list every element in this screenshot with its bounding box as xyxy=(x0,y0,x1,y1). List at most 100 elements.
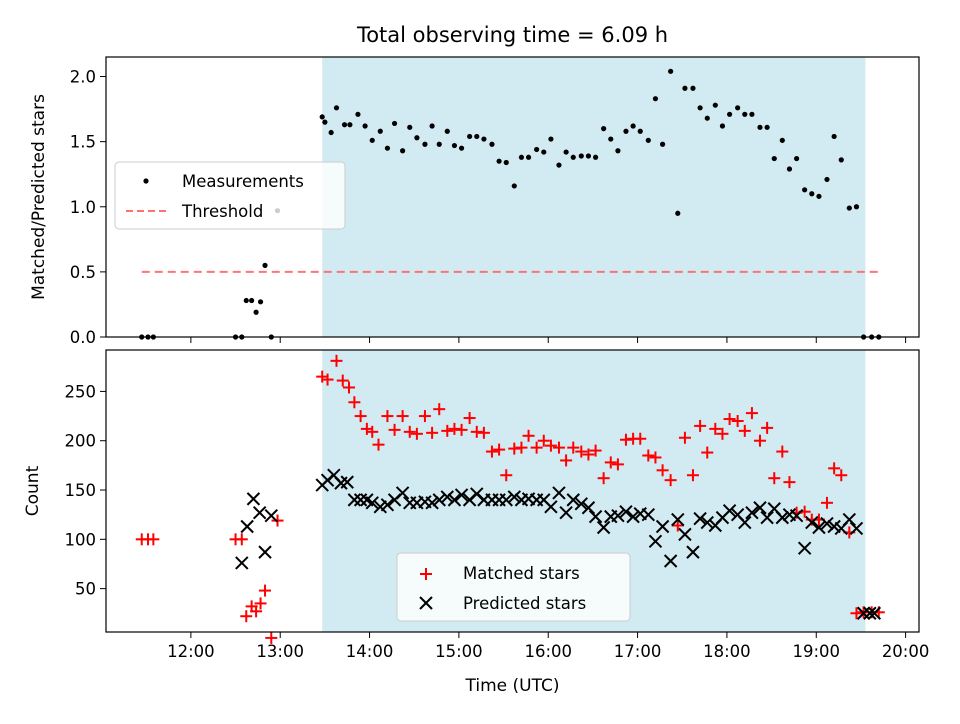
measurement-point xyxy=(675,210,681,216)
matched-stars-point xyxy=(441,424,454,437)
predicted-stars-point xyxy=(805,515,819,530)
measurement-point xyxy=(377,128,383,134)
predicted-stars-point xyxy=(700,515,714,530)
measurement-point xyxy=(243,297,249,304)
measurement-point xyxy=(742,111,748,117)
predicted-stars-point xyxy=(619,504,633,519)
ratio-observing-span xyxy=(322,57,866,337)
ratio-ytick-label: 1.0 xyxy=(70,198,96,217)
measurement-point xyxy=(319,114,325,120)
matched-stars-point xyxy=(463,412,476,425)
matched-stars-point xyxy=(343,381,356,394)
matched-stars-point xyxy=(567,441,580,454)
predicted-stars-point xyxy=(440,490,454,504)
predicted-stars-point xyxy=(863,606,877,620)
x-axis-label: Time (UTC) xyxy=(465,676,560,696)
measurement-point xyxy=(771,155,777,162)
predicted-stars-point xyxy=(722,504,737,518)
measurement-point xyxy=(846,205,852,211)
measurement-point xyxy=(451,142,458,149)
predicted-stars-point xyxy=(559,505,573,520)
measurement-point xyxy=(525,154,532,160)
matched-stars-point xyxy=(835,469,848,482)
measurement-point xyxy=(690,85,696,91)
measurement-point xyxy=(668,68,674,74)
matched-stars-point xyxy=(709,422,722,435)
measurement-point xyxy=(659,141,666,147)
measurement-point xyxy=(764,124,770,130)
predicted-stars-point xyxy=(648,534,663,548)
predicted-stars-point xyxy=(425,496,439,510)
matched-stars-point xyxy=(396,410,409,423)
matched-stars-point xyxy=(477,426,490,439)
matched-stars-point xyxy=(418,410,431,423)
xtick-label: 17:00 xyxy=(614,642,662,661)
matched-stars-point xyxy=(664,474,677,487)
predicted-stars-point xyxy=(671,512,685,527)
measurement-point xyxy=(831,133,837,140)
matched-stars-point xyxy=(575,445,588,458)
xtick-label: 13:00 xyxy=(256,642,304,661)
predicted-stars-point xyxy=(353,493,368,507)
xtick-label: 15:00 xyxy=(435,642,483,661)
xtick-label: 16:00 xyxy=(524,642,572,661)
matched-stars-point xyxy=(611,458,624,471)
measurement-point xyxy=(570,154,576,160)
measurement-point xyxy=(623,128,629,134)
predicted-stars-point xyxy=(588,509,603,524)
count-ytick-label: 100 xyxy=(65,530,97,549)
matched-stars-point xyxy=(597,472,610,485)
predicted-stars-point xyxy=(867,606,882,620)
matched-stars-point xyxy=(336,374,349,387)
measurement-point xyxy=(362,123,368,129)
ratio-panel: 0.0 0.5 1.0 1.5 2.0 Matched/Predicted stars xyxy=(29,56,920,347)
matched-stars-point xyxy=(537,434,550,447)
measurement-point xyxy=(333,105,340,111)
measurement-point xyxy=(534,146,540,153)
matched-stars-point xyxy=(582,448,595,461)
legend-measurements-marker xyxy=(143,178,149,184)
measurement-point xyxy=(328,129,334,136)
matched-stars-point xyxy=(552,441,565,454)
measurement-point xyxy=(726,111,733,117)
predicted-stars-point xyxy=(856,606,871,620)
measurement-point xyxy=(757,124,763,130)
matched-stars-point xyxy=(433,403,446,416)
measurement-point xyxy=(652,96,659,102)
measurement-point xyxy=(369,137,375,143)
predicted-stars-point xyxy=(507,490,521,504)
legend-measurements-label: Measurements xyxy=(182,172,304,191)
measurement-point xyxy=(422,141,428,147)
measurement-point xyxy=(253,309,259,315)
measurement-point xyxy=(467,133,473,140)
measurement-point xyxy=(615,148,621,154)
legend-matched-label: Matched stars xyxy=(463,564,580,583)
matched-stars-point xyxy=(828,462,841,475)
measurement-point xyxy=(257,299,264,305)
predicted-stars-point xyxy=(678,527,692,542)
matched-stars-point xyxy=(240,610,253,623)
predicted-stars-point xyxy=(745,505,759,520)
measurement-point xyxy=(481,136,487,142)
matched-stars-point xyxy=(701,446,714,459)
measurement-point xyxy=(608,136,614,142)
measurement-point xyxy=(407,124,413,130)
ratio-ytick-label: 0.5 xyxy=(70,263,96,282)
matched-stars-point xyxy=(515,441,528,454)
measurement-point xyxy=(249,297,255,304)
measurement-point xyxy=(384,145,391,151)
predicted-stars-point xyxy=(663,554,678,568)
predicted-stars-point xyxy=(820,516,834,531)
measurement-point xyxy=(541,149,547,155)
matched-stars-point xyxy=(686,469,699,482)
predicted-stars-point xyxy=(432,493,446,507)
predicted-stars-point xyxy=(596,520,611,535)
predicted-stars-point xyxy=(454,488,469,502)
predicted-stars-point xyxy=(235,556,249,570)
measurement-point xyxy=(563,149,569,155)
count-y-axis-label: Count xyxy=(23,465,43,516)
measurement-point xyxy=(511,183,517,189)
predicted-stars-point xyxy=(693,511,707,526)
predicted-stars-point xyxy=(264,508,278,523)
matched-stars-point xyxy=(426,426,439,439)
